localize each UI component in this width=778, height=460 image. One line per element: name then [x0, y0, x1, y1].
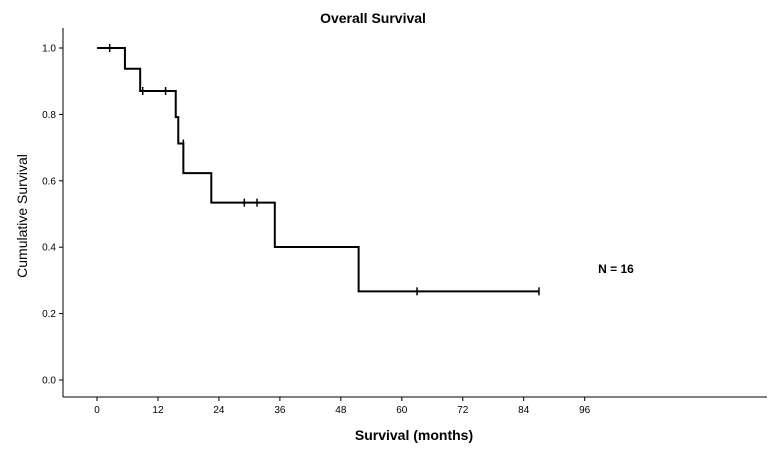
y-tick-label: 0.8 [42, 110, 56, 121]
x-tick-label: 60 [396, 405, 408, 416]
chart-title: Overall Survival [320, 10, 426, 26]
x-tick-label: 0 [94, 405, 100, 416]
y-axis-label: Cumulative Survival [14, 154, 30, 278]
survival-curve [97, 47, 539, 293]
x-tick-label: 12 [152, 405, 164, 416]
x-tick-label: 96 [579, 405, 591, 416]
y-axis-ticks: 0.0 0.2 0.4 0.6 0.8 1.0 [42, 44, 63, 387]
y-tick-label: 1.0 [42, 44, 56, 55]
y-tick-label: 0.2 [42, 309, 56, 320]
x-tick-label: 36 [274, 405, 286, 416]
y-tick-label: 0.4 [42, 243, 56, 254]
y-tick-label: 0.0 [42, 376, 56, 387]
y-tick-label: 0.6 [42, 176, 56, 187]
x-axis-label: Survival (months) [355, 427, 473, 443]
x-tick-label: 84 [518, 405, 530, 416]
x-tick-label: 24 [213, 405, 225, 416]
sample-size-annotation: N = 16 [598, 262, 634, 276]
x-axis-ticks: 0 12 24 36 48 60 72 84 96 [94, 397, 591, 416]
plot-frame [62, 28, 767, 398]
x-tick-label: 72 [457, 405, 469, 416]
x-tick-label: 48 [335, 405, 347, 416]
censor-marks [108, 44, 540, 296]
